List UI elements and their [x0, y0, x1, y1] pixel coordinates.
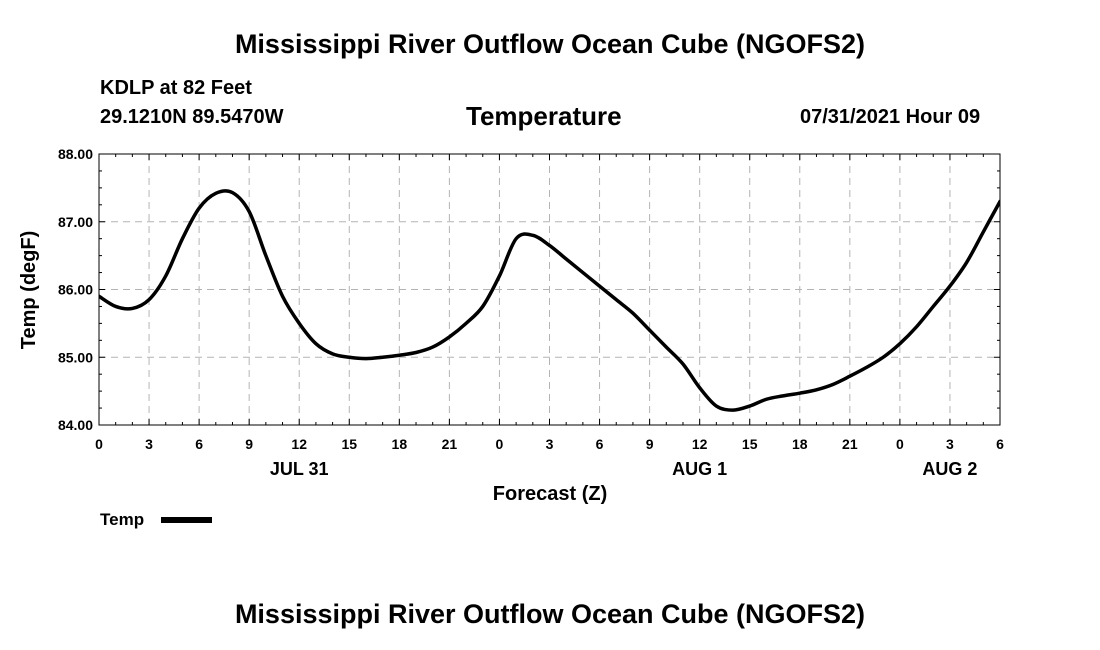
x-tick-label: 21: [842, 436, 858, 452]
timestamp-label: 07/31/2021 Hour 09: [800, 106, 981, 128]
x-tick-label: 3: [946, 436, 954, 452]
x-tick-label: 3: [145, 436, 153, 452]
x-tick-label: 9: [646, 436, 654, 452]
x-tick-label: 0: [95, 436, 103, 452]
x-tick-label: 12: [692, 436, 708, 452]
chart-title: Temperature: [466, 101, 622, 131]
date-label: JUL 31: [270, 459, 329, 479]
x-tick-label: 0: [496, 436, 504, 452]
x-tick-label: 6: [996, 436, 1004, 452]
x-axis-title: Forecast (Z): [493, 483, 607, 505]
date-label: AUG 1: [672, 459, 727, 479]
x-tick-label: 21: [442, 436, 458, 452]
x-tick-label: 15: [742, 436, 758, 452]
y-tick-label: 87.00: [58, 214, 93, 230]
x-tick-label: 18: [392, 436, 408, 452]
x-tick-label: 9: [245, 436, 253, 452]
x-tick-label: 3: [546, 436, 554, 452]
x-tick-label: 6: [596, 436, 604, 452]
date-label: AUG 2: [922, 459, 977, 479]
x-tick-labels: 0 3 6 9 12 15 18 21 0 3 6 9 12 15 18 21 0 3 6: [95, 436, 1004, 452]
axis-ticks: [98, 153, 1001, 426]
y-axis-title: Temp (degF): [18, 231, 40, 350]
x-tick-label: 12: [291, 436, 307, 452]
x-tick-label: 0: [896, 436, 904, 452]
date-labels: JUL 31 AUG 1 AUG 2: [270, 459, 978, 479]
footer-title: Mississippi River Outflow Ocean Cube (NG…: [234, 599, 866, 629]
temp-series-line: [99, 189, 1000, 412]
y-tick-label: 86.00: [58, 282, 93, 298]
main-title: Mississippi River Outflow Ocean Cube (NG…: [234, 29, 866, 59]
y-tick-label: 88.00: [58, 146, 93, 162]
x-tick-label: 6: [195, 436, 203, 452]
x-tick-label: 18: [792, 436, 808, 452]
station-label: KDLP at 82 Feet: [100, 77, 252, 99]
grid-lines: [99, 154, 1000, 425]
y-tick-label: 85.00: [58, 349, 93, 365]
x-tick-label: 15: [341, 436, 357, 452]
y-tick-label: 84.00: [58, 417, 93, 433]
legend-label: Temp: [100, 510, 144, 529]
y-tick-labels: 84.00 85.00 86.00 87.00 88.00: [58, 146, 93, 433]
coordinates-label: 29.1210N 89.5470W: [100, 106, 284, 128]
